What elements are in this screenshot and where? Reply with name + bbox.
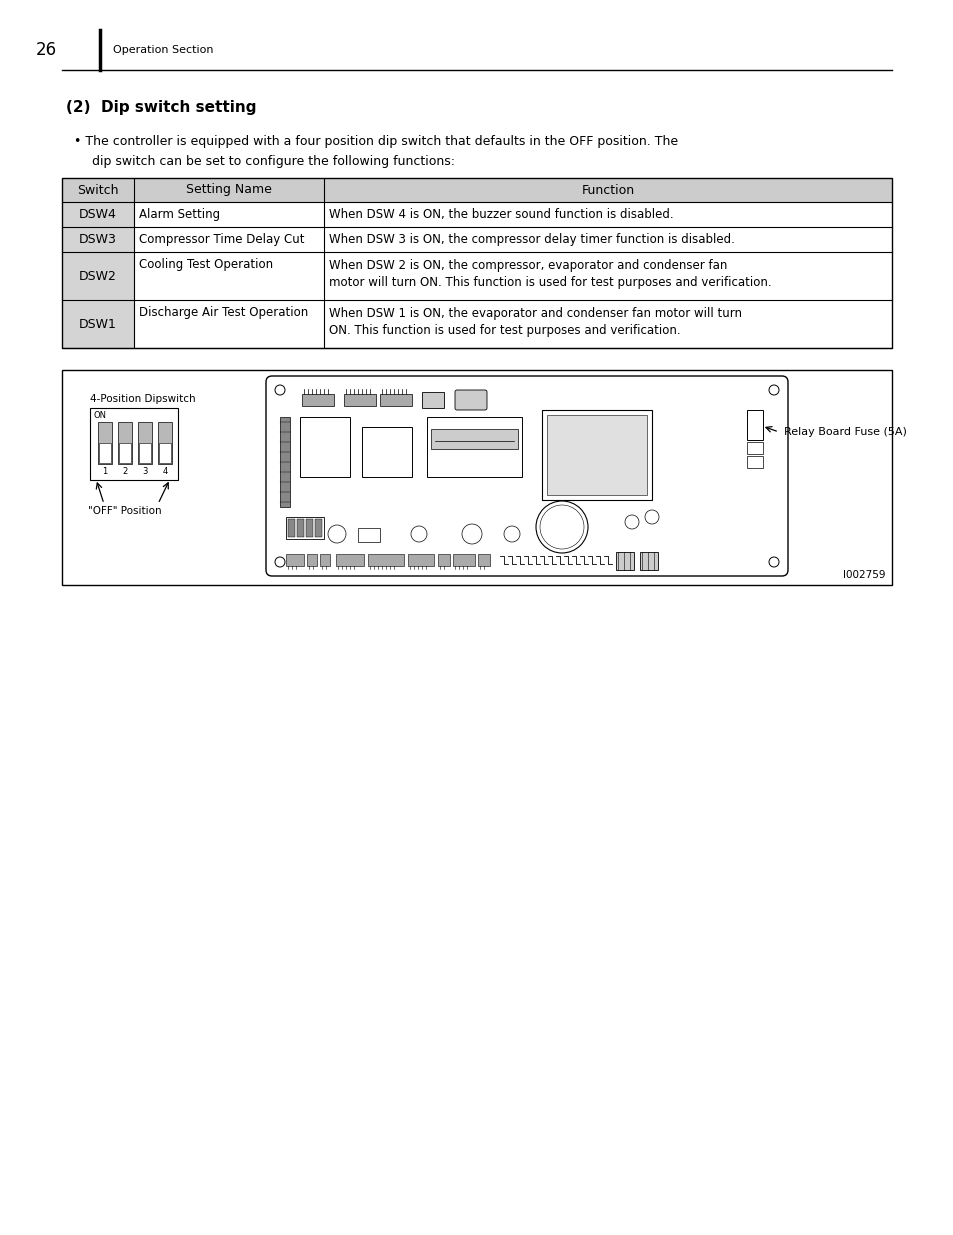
Circle shape (274, 557, 285, 567)
Text: 3: 3 (142, 467, 148, 475)
Text: 1: 1 (102, 467, 108, 475)
Text: Compressor Time Delay Cut: Compressor Time Delay Cut (139, 233, 304, 246)
Text: Cooling Test Operation: Cooling Test Operation (139, 258, 273, 270)
Bar (421, 391, 443, 408)
Bar (427, 417, 521, 477)
Bar (158, 422, 172, 464)
Bar (62, 203, 133, 227)
Bar (98, 422, 112, 464)
FancyBboxPatch shape (266, 375, 787, 576)
Bar (319, 555, 330, 566)
Bar (746, 456, 762, 468)
Text: (2)  Dip switch setting: (2) Dip switch setting (66, 100, 256, 115)
Text: When DSW 2 is ON, the compressor, evaporator and condenser fan: When DSW 2 is ON, the compressor, evapor… (329, 259, 726, 272)
Bar (118, 422, 132, 464)
Bar (62, 178, 891, 348)
Bar (133, 203, 891, 227)
FancyBboxPatch shape (455, 390, 486, 410)
Bar (746, 410, 762, 440)
Circle shape (624, 515, 639, 529)
Bar (307, 555, 316, 566)
Text: Operation Section: Operation Section (112, 44, 213, 56)
Circle shape (536, 501, 587, 553)
Bar (62, 252, 133, 300)
Bar (299, 417, 350, 477)
Circle shape (411, 526, 427, 542)
Text: Alarm Setting: Alarm Setting (139, 207, 220, 221)
Circle shape (768, 385, 779, 395)
Text: 2: 2 (122, 467, 128, 475)
Text: ON: ON (94, 411, 107, 420)
Text: Discharge Air Test Operation: Discharge Air Test Operation (139, 306, 308, 319)
Text: dip switch can be set to configure the following functions:: dip switch can be set to configure the f… (91, 156, 455, 168)
Bar (379, 394, 412, 406)
Text: DSW3: DSW3 (79, 233, 117, 246)
Bar (431, 429, 517, 450)
Text: When DSW 4 is ON, the buzzer sound function is disabled.: When DSW 4 is ON, the buzzer sound funct… (329, 207, 673, 221)
Bar (408, 555, 434, 566)
Bar (477, 555, 490, 566)
Bar (280, 417, 290, 508)
Bar (133, 300, 891, 348)
Bar (306, 519, 313, 537)
Bar (133, 227, 891, 252)
Bar (159, 443, 171, 463)
Bar (368, 555, 403, 566)
Circle shape (461, 524, 481, 543)
Bar (286, 517, 324, 538)
Bar (133, 252, 891, 300)
Circle shape (274, 385, 285, 395)
Text: I002759: I002759 (842, 571, 885, 580)
Circle shape (539, 505, 583, 550)
Bar (288, 519, 294, 537)
Bar (296, 519, 304, 537)
Bar (286, 555, 304, 566)
Text: ON. This function is used for test purposes and verification.: ON. This function is used for test purpo… (329, 324, 679, 337)
Text: DSW4: DSW4 (79, 207, 117, 221)
Circle shape (644, 510, 659, 524)
Bar (335, 555, 364, 566)
Bar (357, 529, 379, 542)
Text: When DSW 1 is ON, the evaporator and condenser fan motor will turn: When DSW 1 is ON, the evaporator and con… (329, 308, 741, 320)
Bar (453, 555, 475, 566)
Text: 4: 4 (162, 467, 168, 475)
Bar (99, 443, 111, 463)
Circle shape (768, 557, 779, 567)
Text: DSW2: DSW2 (79, 269, 117, 283)
Text: When DSW 3 is ON, the compressor delay timer function is disabled.: When DSW 3 is ON, the compressor delay t… (329, 233, 734, 246)
Text: Relay Board Fuse (5A): Relay Board Fuse (5A) (783, 427, 906, 437)
Text: Setting Name: Setting Name (186, 184, 272, 196)
Text: Function: Function (580, 184, 634, 196)
Bar (62, 227, 133, 252)
Text: DSW1: DSW1 (79, 317, 117, 331)
Text: • The controller is equipped with a four position dip switch that defaults in th: • The controller is equipped with a four… (74, 135, 678, 148)
Bar (139, 443, 151, 463)
Bar (546, 415, 646, 495)
Bar (90, 408, 178, 480)
Bar (119, 443, 131, 463)
Bar (62, 178, 891, 203)
Bar (361, 427, 412, 477)
Text: 4-Position Dipswitch: 4-Position Dipswitch (90, 394, 195, 404)
Bar (302, 394, 334, 406)
Bar (62, 300, 133, 348)
Text: Switch: Switch (77, 184, 118, 196)
Bar (344, 394, 375, 406)
Text: 26: 26 (36, 41, 57, 59)
Bar (138, 422, 152, 464)
Bar (437, 555, 450, 566)
Bar (314, 519, 322, 537)
Text: "OFF" Position: "OFF" Position (88, 506, 161, 516)
Bar (616, 552, 634, 571)
Circle shape (503, 526, 519, 542)
Circle shape (328, 525, 346, 543)
Bar (639, 552, 658, 571)
Text: motor will turn ON. This function is used for test purposes and verification.: motor will turn ON. This function is use… (329, 275, 771, 289)
Bar (746, 442, 762, 454)
Bar (541, 410, 651, 500)
Bar (62, 370, 891, 585)
